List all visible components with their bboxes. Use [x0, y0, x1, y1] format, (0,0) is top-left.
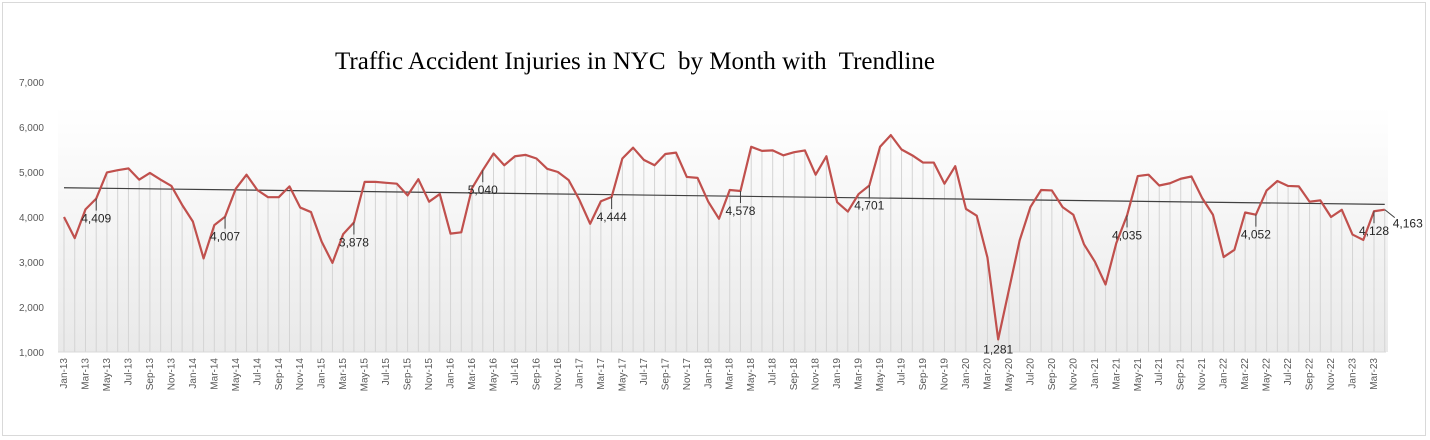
y-tick-label: 4,000	[19, 213, 44, 224]
x-tick-label: Nov-13	[166, 358, 177, 391]
y-tick-label: 6,000	[19, 123, 44, 134]
x-tick-label: Jan-13	[59, 358, 70, 389]
data-label: 4,128	[1359, 224, 1389, 238]
x-tick-label: May-13	[102, 358, 113, 392]
x-tick-label: Nov-16	[553, 358, 564, 391]
data-label: 4,163	[1393, 217, 1423, 231]
x-tick-label: Jan-16	[446, 358, 457, 389]
series-line	[63, 134, 1385, 341]
x-tick-label: Mar-15	[338, 358, 349, 390]
x-tick-label: Nov-21	[1197, 358, 1208, 391]
x-tick-label: Jan-18	[703, 358, 714, 389]
x-tick-label: Sep-13	[145, 358, 156, 391]
y-tick-label: 3,000	[19, 258, 44, 269]
x-tick-label: Jan-22	[1219, 358, 1230, 389]
x-tick-label: Jan-15	[317, 358, 328, 389]
x-tick-label: Jan-23	[1348, 358, 1359, 389]
x-tick-label: Jan-17	[574, 358, 585, 389]
x-tick-label: Jul-21	[1154, 358, 1165, 386]
x-tick-label: Sep-16	[531, 358, 542, 391]
x-tick-label: Sep-22	[1305, 358, 1316, 391]
data-label: 1,281	[983, 342, 1013, 356]
x-tick-label: Nov-15	[424, 358, 435, 391]
data-label: 4,052	[1241, 228, 1271, 242]
x-tick-label: May-20	[1004, 358, 1015, 392]
x-tick-label: Nov-18	[811, 358, 822, 391]
data-label: 4,444	[597, 210, 627, 224]
x-tick-label: Sep-19	[918, 358, 929, 391]
x-tick-label: Jul-22	[1283, 358, 1294, 386]
x-tick-label: May-16	[489, 358, 500, 392]
x-tick-label: Nov-20	[1068, 358, 1079, 391]
data-label: 4,007	[210, 230, 240, 244]
x-tick-label: Jul-19	[897, 358, 908, 386]
data-label: 4,035	[1112, 228, 1142, 242]
data-label: 4,409	[81, 212, 111, 226]
x-tick-label: Mar-19	[854, 358, 865, 390]
x-tick-label: Nov-22	[1326, 358, 1337, 391]
x-tick-label: May-22	[1262, 358, 1273, 392]
x-tick-label: Mar-22	[1240, 358, 1251, 390]
x-tick-label: Jan-19	[832, 358, 843, 389]
x-tick-label: Mar-20	[982, 358, 993, 390]
x-tick-label: Jan-21	[1090, 358, 1101, 389]
x-tick-label: Jul-15	[381, 358, 392, 386]
x-tick-label: Jul-13	[123, 358, 134, 386]
x-tick-label: Nov-17	[682, 358, 693, 391]
x-tick-label: Jul-20	[1025, 358, 1036, 386]
x-tick-label: Nov-14	[295, 358, 306, 391]
x-tick-label: Jan-14	[188, 358, 199, 389]
plot-area	[58, 107, 1388, 352]
x-tick-label: Sep-20	[1047, 358, 1058, 391]
x-tick-label: Jul-17	[639, 358, 650, 386]
leader-line	[1384, 209, 1396, 219]
data-label: 4,701	[854, 198, 884, 212]
x-tick-label: Sep-21	[1176, 358, 1187, 391]
x-tick-label: Nov-19	[939, 358, 950, 391]
data-label: 3,878	[339, 235, 369, 249]
data-label: 5,040	[468, 183, 498, 197]
x-tick-label: Jul-18	[768, 358, 779, 386]
x-tick-label: Sep-17	[660, 358, 671, 391]
x-tick-label: Jul-16	[510, 358, 521, 386]
y-tick-label: 1,000	[19, 348, 44, 359]
x-tick-label: Mar-18	[725, 358, 736, 390]
x-tick-label: May-14	[231, 358, 242, 392]
x-tick-label: May-19	[875, 358, 886, 392]
x-tick-label: Sep-14	[274, 358, 285, 391]
x-tick-label: Mar-17	[596, 358, 607, 390]
x-tick-label: Mar-13	[80, 358, 91, 390]
x-tick-label: Mar-16	[467, 358, 478, 390]
data-label: 4,578	[725, 204, 755, 218]
x-tick-label: May-15	[360, 358, 371, 392]
x-tick-label: Mar-23	[1369, 358, 1380, 390]
x-tick-label: Mar-14	[209, 358, 220, 390]
y-tick-label: 2,000	[19, 303, 44, 314]
x-tick-label: Mar-21	[1111, 358, 1122, 390]
y-tick-label: 5,000	[19, 168, 44, 179]
x-tick-label: May-17	[617, 358, 628, 392]
x-tick-label: Jan-20	[961, 358, 972, 389]
x-tick-label: Sep-18	[789, 358, 800, 391]
x-tick-label: May-18	[746, 358, 757, 392]
x-tick-label: Sep-15	[403, 358, 414, 391]
chart-title: Traffic Accident Injuries in NYC by Mont…	[335, 48, 935, 75]
x-tick-label: May-21	[1133, 358, 1144, 392]
y-tick-label: 7,000	[19, 78, 44, 89]
x-tick-label: Jul-14	[252, 358, 263, 386]
